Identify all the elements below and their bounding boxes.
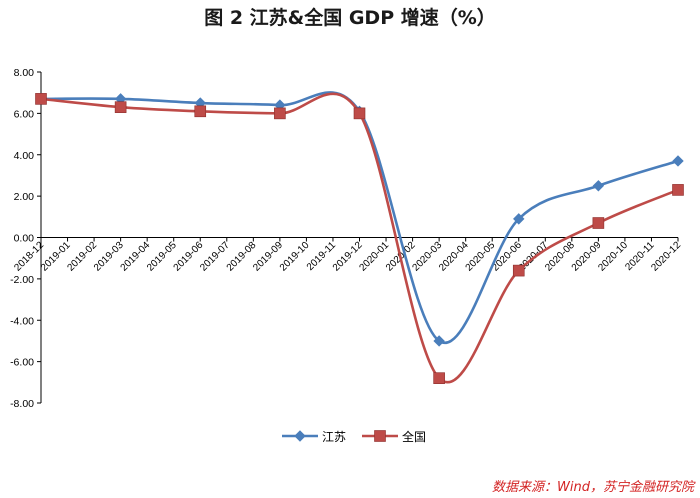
chart-title: 图 2 江苏&全国 GDP 增速（%） (204, 6, 496, 29)
series-line (40, 91, 679, 345)
legend-label: 全国 (402, 429, 426, 444)
legend-marker (374, 430, 386, 442)
y-tick-label: -4.00 (10, 315, 34, 327)
legend: 江苏 全国 (282, 429, 426, 444)
x-axis: 2018-122019-012019-022019-032019-042019-… (12, 237, 683, 274)
y-tick-label: 2.00 (14, 191, 35, 203)
data-point (592, 180, 605, 192)
y-axis: 8.00 6.00 4.00 2.00 0.00 -2.00 -4.00 -6.00 -8.00 (10, 67, 42, 410)
y-tick-label: -8.00 (10, 398, 34, 410)
legend-marker (294, 430, 306, 442)
legend-label: 江苏 (322, 430, 346, 444)
data-point (433, 335, 445, 347)
series-1 (35, 92, 684, 384)
data-point (35, 93, 47, 105)
y-tick-label: 0.00 (14, 233, 35, 245)
data-point (592, 217, 605, 229)
source-note: 数据来源：Wind，苏宁金融研究院 (492, 479, 696, 495)
data-point (672, 184, 684, 196)
data-point (513, 213, 525, 225)
series-0 (35, 91, 684, 347)
y-tick-label: 8.00 (14, 67, 35, 79)
y-tick-label: -6.00 (10, 357, 34, 369)
y-tick-label: 6.00 (14, 108, 35, 120)
data-point (274, 107, 286, 120)
series-layer (35, 91, 684, 384)
x-tick-label: 2020-12 (649, 240, 683, 274)
data-point (353, 107, 366, 120)
data-point (433, 372, 445, 384)
y-tick-label: -2.00 (10, 274, 34, 286)
data-point (512, 264, 525, 277)
data-point (672, 155, 684, 167)
y-tick-label: 4.00 (14, 150, 35, 162)
data-point (194, 105, 207, 118)
data-point (114, 101, 127, 113)
series-line (40, 92, 679, 384)
